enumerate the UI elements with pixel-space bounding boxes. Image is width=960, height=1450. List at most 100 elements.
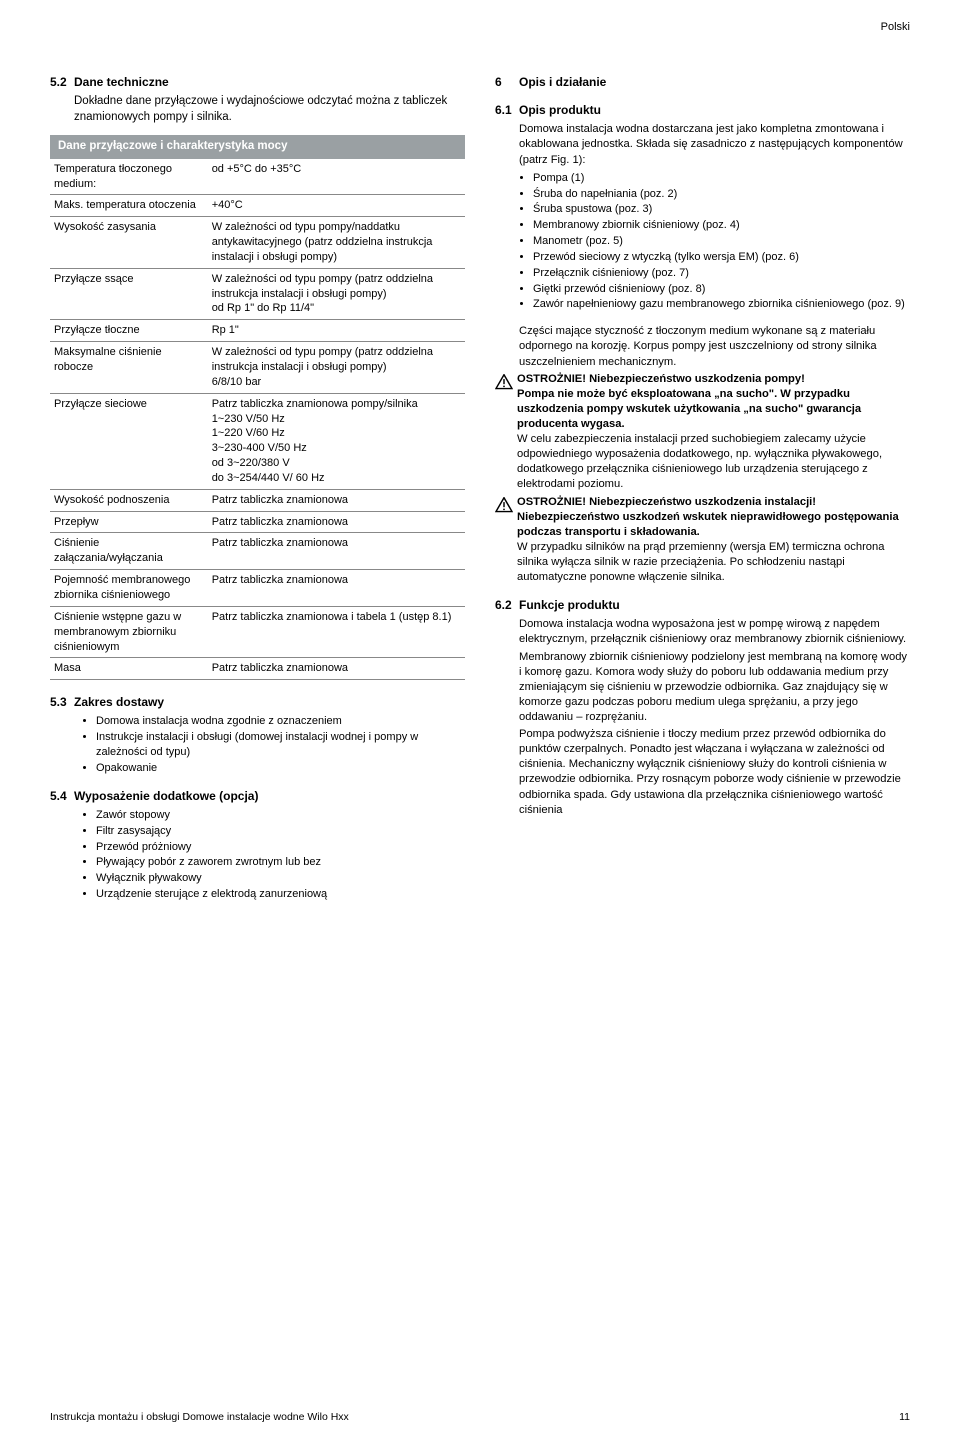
spec-table-header: Dane przyłączowe i charakterystyka mocy: [50, 135, 465, 159]
section-number: 5.4: [50, 788, 74, 804]
table-row: MasaPatrz tabliczka znamionowa: [50, 658, 465, 680]
section-6-heading: 6 Opis i działanie: [495, 74, 910, 90]
table-row: PrzepływPatrz tabliczka znamionowa: [50, 511, 465, 533]
table-row: Maksymalne ciśnienie roboczeW zależności…: [50, 342, 465, 394]
section-title: Funkcje produktu: [519, 597, 620, 613]
table-row: Ciśnienie wstępne gazu w membranowym zbi…: [50, 606, 465, 658]
list-item: Wyłącznik pływakowy: [96, 871, 465, 886]
list-item: Śruba spustowa (poz. 3): [533, 202, 910, 217]
list-item: Filtr zasysający: [96, 824, 465, 839]
page-footer: Instrukcja montażu i obsługi Domowe inst…: [50, 1410, 910, 1424]
list-item: Pływający pobór z zaworem zwrotnym lub b…: [96, 855, 465, 870]
caution-title: OSTROŻNIE! Niebezpieczeństwo uszkodzenia…: [517, 496, 816, 508]
list-item: Domowa instalacja wodna zgodnie z oznacz…: [96, 714, 465, 729]
table-row: Maks. temperatura otoczenia+40°C: [50, 195, 465, 217]
spec-value: Patrz tabliczka znamionowa: [208, 533, 465, 570]
section-6-2-p2: Membranowy zbiornik ciśnieniowy podzielo…: [519, 650, 910, 726]
spec-value: +40°C: [208, 195, 465, 217]
section-6-2-p1: Domowa instalacja wodna wyposażona jest …: [519, 617, 910, 647]
section-number: 5.2: [50, 74, 74, 90]
list-item: Przełącznik ciśnieniowy (poz. 7): [533, 266, 910, 281]
section-5-2-intro: Dokładne dane przyłączowe i wydajnościow…: [74, 94, 465, 125]
spec-label: Przepływ: [50, 511, 208, 533]
table-row: Pojemność membranowego zbiornika ciśnien…: [50, 570, 465, 607]
spec-label: Ciśnienie załączania/wyłączania: [50, 533, 208, 570]
section-number: 6.2: [495, 597, 519, 613]
spec-value: od +5°C do +35°C: [208, 159, 465, 195]
section-6-2-p3: Pompa podwyższa ciśnienie i tłoczy mediu…: [519, 727, 910, 818]
table-row: Wysokość podnoszeniaPatrz tabliczka znam…: [50, 489, 465, 511]
spec-label: Wysokość zasysania: [50, 217, 208, 269]
left-column: 5.2 Dane techniczne Dokładne dane przyłą…: [50, 70, 465, 914]
list-item: Pompa (1): [533, 171, 910, 186]
footer-title: Instrukcja montażu i obsługi Domowe inst…: [50, 1410, 349, 1424]
list-item: Przewód sieciowy z wtyczką (tylko wersja…: [533, 250, 910, 265]
optional-accessories-list: Zawór stopowyFiltr zasysającyPrzewód pró…: [86, 808, 465, 902]
caution-block-2: OSTROŻNIE! Niebezpieczeństwo uszkodzenia…: [495, 495, 910, 586]
caution-icon: [495, 372, 517, 396]
spec-value: Patrz tabliczka znamionowa i tabela 1 (u…: [208, 606, 465, 658]
components-list: Pompa (1)Śruba do napełniania (poz. 2)Śr…: [523, 171, 910, 313]
caution-icon: [495, 495, 517, 519]
spec-value: W zależności od typu pompy (patrz oddzie…: [208, 342, 465, 394]
list-item: Giętki przewód ciśnieniowy (poz. 8): [533, 282, 910, 297]
spec-value: W zależności od typu pompy/naddatku anty…: [208, 217, 465, 269]
spec-label: Przyłącze sieciowe: [50, 393, 208, 489]
spec-label: Masa: [50, 658, 208, 680]
table-row: Przyłącze sieciowePatrz tabliczka znamio…: [50, 393, 465, 489]
spec-value: Patrz tabliczka znamionowa pompy/silnika…: [208, 393, 465, 489]
caution-block-1: OSTROŻNIE! Niebezpieczeństwo uszkodzenia…: [495, 372, 910, 493]
list-item: Przewód próżniowy: [96, 840, 465, 855]
section-6-2-heading: 6.2 Funkcje produktu: [495, 597, 910, 613]
section-5-3-heading: 5.3 Zakres dostawy: [50, 694, 465, 710]
spec-label: Ciśnienie wstępne gazu w membranowym zbi…: [50, 606, 208, 658]
section-number: 5.3: [50, 694, 74, 710]
spec-label: Przyłącze ssące: [50, 268, 208, 320]
spec-table: Temperatura tłoczonego medium:od +5°C do…: [50, 159, 465, 680]
table-row: Przyłącze tłoczneRp 1": [50, 320, 465, 342]
spec-value: Patrz tabliczka znamionowa: [208, 489, 465, 511]
spec-value: Patrz tabliczka znamionowa: [208, 570, 465, 607]
spec-value: Rp 1": [208, 320, 465, 342]
caution-bold: Niebezpieczeństwo uszkodzeń wskutek niep…: [517, 511, 899, 538]
table-row: Temperatura tłoczonego medium:od +5°C do…: [50, 159, 465, 195]
spec-label: Pojemność membranowego zbiornika ciśnien…: [50, 570, 208, 607]
table-row: Wysokość zasysaniaW zależności od typu p…: [50, 217, 465, 269]
spec-label: Przyłącze tłoczne: [50, 320, 208, 342]
caution-text-1: OSTROŻNIE! Niebezpieczeństwo uszkodzenia…: [517, 372, 910, 493]
list-item: Membranowy zbiornik ciśnieniowy (poz. 4): [533, 218, 910, 233]
list-item: Urządzenie sterujące z elektrodą zanurze…: [96, 887, 465, 902]
section-title: Opis produktu: [519, 102, 601, 118]
list-item: Opakowanie: [96, 761, 465, 776]
caution-title: OSTROŻNIE! Niebezpieczeństwo uszkodzenia…: [517, 373, 805, 385]
caution-body: W celu zabezpieczenia instalacji przed s…: [517, 433, 882, 490]
spec-label: Maksymalne ciśnienie robocze: [50, 342, 208, 394]
list-item: Zawór napełnieniowy gazu membranowego zb…: [533, 297, 910, 312]
list-item: Śruba do napełniania (poz. 2): [533, 187, 910, 202]
spec-label: Maks. temperatura otoczenia: [50, 195, 208, 217]
caution-text-2: OSTROŻNIE! Niebezpieczeństwo uszkodzenia…: [517, 495, 910, 586]
spec-value: Patrz tabliczka znamionowa: [208, 658, 465, 680]
section-6-1-intro: Domowa instalacja wodna dostarczana jest…: [519, 122, 910, 167]
section-number: 6: [495, 74, 519, 90]
section-title: Zakres dostawy: [74, 694, 164, 710]
section-number: 6.1: [495, 102, 519, 118]
section-title: Opis i działanie: [519, 74, 606, 90]
spec-value: W zależności od typu pompy (patrz oddzie…: [208, 268, 465, 320]
section-6-1-heading: 6.1 Opis produktu: [495, 102, 910, 118]
scope-of-delivery-list: Domowa instalacja wodna zgodnie z oznacz…: [86, 714, 465, 775]
section-title: Wyposażenie dodatkowe (opcja): [74, 788, 258, 804]
table-row: Ciśnienie załączania/wyłączaniaPatrz tab…: [50, 533, 465, 570]
right-column: 6 Opis i działanie 6.1 Opis produktu Dom…: [495, 70, 910, 914]
page-number: 11: [899, 1410, 910, 1424]
language-tag: Polski: [881, 20, 910, 35]
list-item: Manometr (poz. 5): [533, 234, 910, 249]
spec-value: Patrz tabliczka znamionowa: [208, 511, 465, 533]
section-5-2-heading: 5.2 Dane techniczne: [50, 74, 465, 90]
two-column-layout: 5.2 Dane techniczne Dokładne dane przyłą…: [50, 70, 910, 914]
table-row: Przyłącze ssąceW zależności od typu pomp…: [50, 268, 465, 320]
spec-label: Wysokość podnoszenia: [50, 489, 208, 511]
caution-body: W przypadku silników na prąd przemienny …: [517, 541, 884, 583]
caution-bold: Pompa nie może być eksploatowana „na suc…: [517, 388, 861, 430]
section-6-1-p2: Części mające styczność z tłoczonym medi…: [519, 324, 910, 369]
